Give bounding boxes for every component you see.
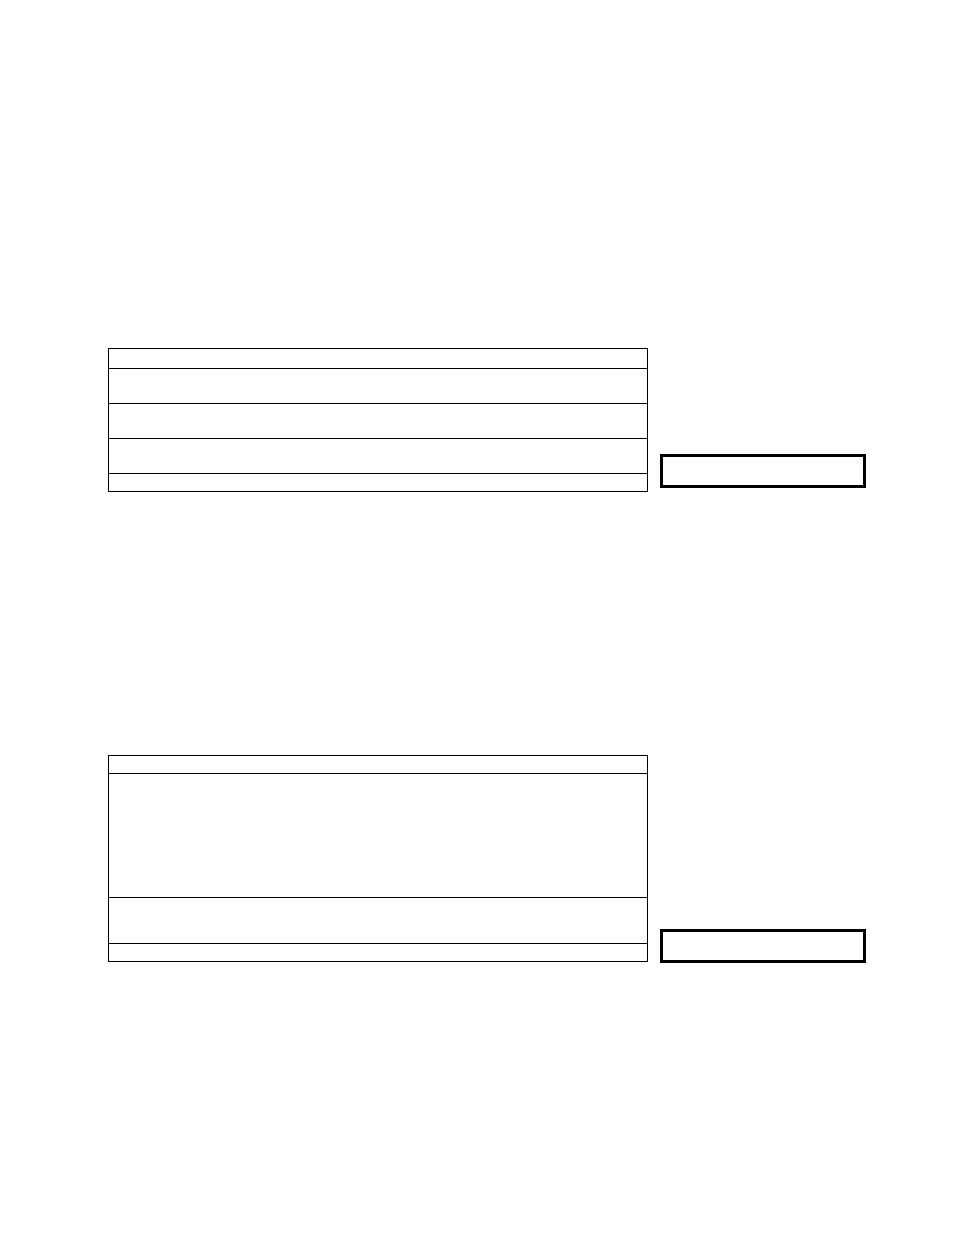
table-2 [108,755,648,962]
box-2 [660,929,866,963]
table-row [109,756,647,774]
table-row [109,898,647,944]
table-row [109,774,647,898]
table-1 [108,348,648,492]
table-row [109,944,647,961]
box-1 [660,454,866,488]
table-row [109,404,647,439]
table-row [109,474,647,491]
table-row [109,349,647,369]
table-row [109,369,647,404]
table-row [109,439,647,474]
